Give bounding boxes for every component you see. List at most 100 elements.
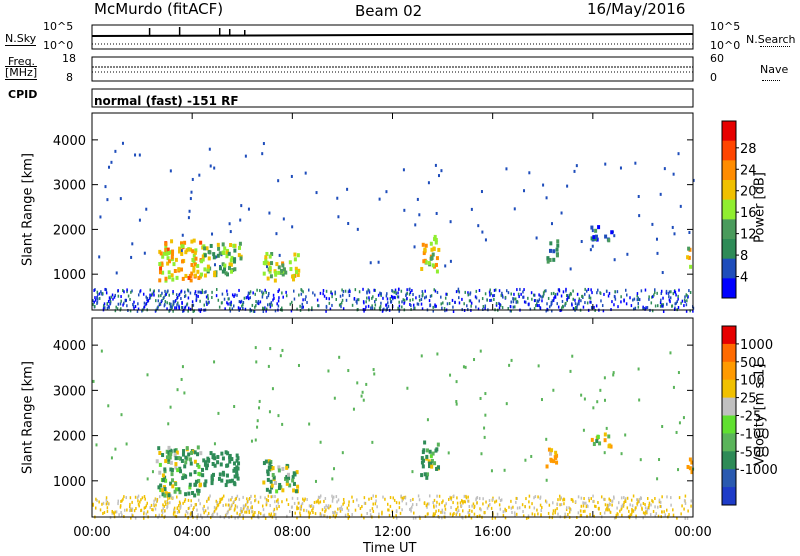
velocity-noise	[418, 498, 421, 502]
velocity-echo-cell	[225, 463, 229, 468]
velocity-noise	[251, 510, 253, 514]
nave-tick-low: 0	[710, 71, 717, 84]
power-noise	[211, 290, 213, 294]
power-speckle	[208, 147, 211, 151]
velocity-speckle	[233, 404, 236, 408]
velocity-echo-cell	[550, 458, 554, 463]
velocity-echo-cell	[163, 493, 167, 498]
velocity-colorbar-seg	[722, 415, 736, 434]
velocity-noise	[629, 503, 631, 507]
power-echo-cell	[288, 260, 292, 265]
velocity-noise	[203, 511, 205, 515]
power-noise	[539, 306, 542, 310]
x-axis-label: Time UT	[363, 541, 417, 556]
power-noise	[373, 288, 375, 292]
power-noise	[181, 306, 184, 310]
velocity-echo-cell	[198, 472, 202, 477]
power-noise	[606, 289, 608, 293]
velocity-noise	[285, 498, 288, 502]
power-echo-cell	[268, 269, 272, 274]
x-tick-label: 00:00	[674, 525, 711, 540]
power-noise	[446, 292, 448, 296]
velocity-noise	[624, 497, 627, 501]
power-echo-cell	[432, 246, 436, 251]
power-noise	[575, 305, 577, 309]
power-speckle	[545, 196, 548, 200]
power-noise	[436, 290, 439, 294]
velocity-noise	[219, 497, 221, 501]
velocity-echo-cell	[268, 489, 272, 494]
velocity-noise	[143, 506, 146, 510]
velocity-noise	[580, 496, 583, 500]
power-noise	[489, 288, 491, 292]
velocity-noise	[395, 509, 398, 513]
velocity-noise	[356, 498, 358, 502]
velocity-echo-cell	[232, 468, 236, 473]
power-noise	[205, 300, 208, 304]
power-noise	[117, 289, 119, 293]
velocity-echo-cell	[235, 465, 239, 470]
power-noise	[153, 289, 155, 293]
power-echo-cell	[159, 251, 163, 256]
velocity-noise	[586, 514, 588, 518]
velocity-noise	[683, 499, 686, 503]
velocity-speckle	[333, 396, 336, 400]
velocity-echo-cell	[174, 462, 178, 467]
power-noise	[365, 305, 367, 309]
velocity-noise	[137, 502, 140, 506]
velocity-noise	[654, 514, 657, 518]
velocity-noise	[564, 512, 566, 516]
power-echo-cell	[546, 256, 550, 261]
power-noise	[498, 289, 501, 293]
velocity-noise	[482, 502, 484, 506]
velocity-noise	[395, 501, 398, 505]
velocity-noise	[659, 500, 662, 504]
velocity-noise	[257, 500, 260, 504]
velocity-speckle	[571, 354, 574, 358]
power-noise	[277, 289, 279, 293]
power-echo-cell	[237, 253, 241, 258]
power-noise	[408, 292, 411, 296]
power-noise	[94, 304, 96, 308]
power-noise	[221, 292, 224, 296]
velocity-speckle	[447, 451, 450, 455]
velocity-noise	[190, 499, 192, 503]
velocity-noise	[351, 495, 353, 499]
velocity-noise	[616, 506, 618, 510]
velocity-noise	[502, 510, 505, 514]
velocity-speckle	[672, 385, 675, 389]
power-noise	[424, 289, 426, 293]
power-noise	[146, 296, 149, 300]
velocity-echo-cell	[590, 437, 594, 442]
power-noise	[323, 294, 326, 298]
velocity-echo-cell	[228, 459, 232, 464]
velocity-noise	[382, 495, 384, 499]
power-speckle	[416, 197, 419, 201]
power-speckle	[449, 220, 452, 224]
station-title: McMurdo (fitACF)	[94, 0, 224, 18]
velocity-noise	[166, 494, 169, 498]
power-noise	[418, 298, 421, 302]
velocity-echo-cell	[163, 467, 167, 472]
power-noise	[373, 307, 376, 311]
velocity-noise	[323, 499, 325, 503]
power-noise	[442, 301, 444, 305]
velocity-echo-cell	[428, 449, 432, 454]
velocity-noise	[467, 495, 469, 499]
power-noise	[565, 287, 567, 291]
velocity-noise	[250, 506, 252, 510]
velocity-noise	[179, 502, 182, 506]
power-noise	[470, 301, 473, 305]
power-noise	[125, 298, 127, 302]
nave-label: Nave	[760, 63, 789, 76]
power-speckle	[181, 233, 184, 237]
velocity-noise	[479, 514, 481, 518]
velocity-noise	[370, 496, 373, 500]
velocity-noise	[597, 501, 599, 505]
velocity-noise	[297, 506, 299, 510]
velocity-noise	[237, 516, 239, 520]
x-tick-label: 20:00	[574, 525, 611, 540]
velocity-echo-cell	[427, 459, 431, 464]
velocity-noise	[141, 496, 144, 500]
power-noise	[657, 304, 659, 308]
